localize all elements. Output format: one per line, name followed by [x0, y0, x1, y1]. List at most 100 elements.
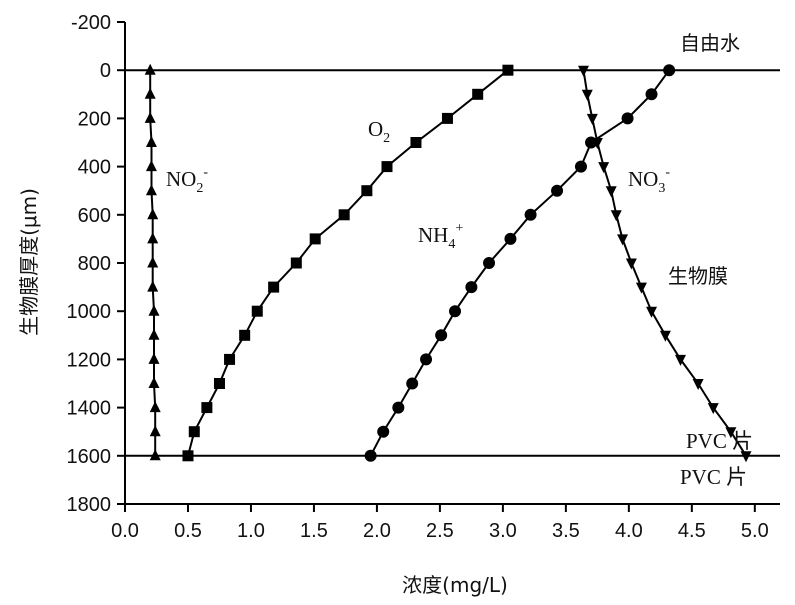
x-tick-label: 4.5 [678, 520, 706, 542]
series-label-no3: NO3- [628, 165, 670, 196]
data-point-square [472, 88, 484, 100]
data-point-triangle-up [145, 136, 157, 147]
series-nh4- [364, 64, 676, 462]
y-tick-label: 1200 [67, 349, 112, 371]
data-point-square [268, 281, 280, 293]
data-point-triangle-down [617, 234, 629, 246]
data-point-triangle-down [692, 379, 704, 390]
data-point-circle [551, 184, 564, 197]
data-point-triangle-up [148, 352, 160, 364]
x-tick-label: 1.5 [300, 520, 328, 542]
data-point-circle [504, 232, 517, 245]
data-point-triangle-up [149, 425, 161, 437]
data-point-square [361, 185, 373, 197]
x-tick-label: 5.0 [741, 520, 769, 542]
data-point-triangle-up [144, 111, 156, 123]
data-point-triangle-down [586, 113, 598, 125]
data-point-triangle-down [625, 258, 637, 270]
data-point-square [309, 233, 321, 245]
data-point-triangle-down [674, 354, 686, 366]
data-point-square [251, 305, 263, 317]
y-tick-label: 1000 [67, 301, 112, 323]
data-point-triangle-down [591, 138, 603, 149]
y-tick-label: 600 [78, 205, 111, 227]
data-point-triangle-down [581, 89, 593, 101]
data-point-circle [420, 353, 433, 366]
pvc-upper-label: PVC 片 [686, 429, 753, 453]
y-tick-label: 1800 [67, 494, 112, 516]
x-tick-label: 0.0 [111, 520, 139, 542]
series-line [369, 69, 671, 457]
reference-lines [125, 69, 780, 457]
data-point-triangle-up [147, 208, 159, 220]
data-point-triangle-up [148, 377, 160, 388]
data-point-triangle-up [149, 449, 161, 461]
data-point-square [502, 64, 514, 76]
y-tick-label: 800 [78, 253, 111, 275]
data-point-circle [524, 208, 537, 221]
data-point-circle [435, 329, 448, 342]
data-point-circle [483, 257, 496, 269]
data-point-triangle-up [145, 184, 157, 196]
series-line [582, 70, 747, 457]
data-point-triangle-down [659, 330, 671, 342]
data-point-circle [392, 401, 405, 414]
x-tick-label: 3.0 [489, 520, 517, 542]
data-point-square [201, 402, 213, 414]
data-point-triangle-down [740, 451, 752, 463]
data-point-circle [645, 88, 658, 101]
data-point-triangle-up [148, 304, 160, 316]
data-point-square [224, 353, 236, 365]
y-tick-label: 400 [78, 157, 111, 179]
x-tick-label: 2.0 [363, 520, 391, 542]
data-point-triangle-down [610, 210, 622, 222]
data-point-triangle-down [725, 427, 737, 439]
y-tick-label: 200 [78, 108, 111, 130]
data-point-circle [364, 449, 377, 462]
data-point-square [338, 209, 350, 221]
biofilm-label: 生物膜 [668, 264, 728, 288]
data-point-triangle-up [145, 160, 157, 172]
data-point-circle [574, 160, 587, 173]
x-tick-label: 2.5 [426, 520, 454, 542]
data-point-square [188, 426, 200, 438]
data-point-triangle-up [144, 63, 156, 75]
data-point-circle [377, 425, 390, 438]
data-point-triangle-up [149, 401, 161, 413]
free-water-label: 自由水 [680, 31, 740, 55]
data-point-square [239, 329, 251, 341]
axes: -200 0 200 400 600 800 1000 1200 1400 1600 1800 0.0… [67, 12, 780, 542]
data-point-circle [449, 305, 462, 318]
data-point-triangle-down [707, 403, 719, 415]
y-tick-label: -200 [71, 12, 111, 34]
data-point-triangle-down [605, 186, 617, 198]
y-tick-label: 1400 [67, 398, 112, 420]
data-point-triangle-up [148, 328, 160, 340]
data-point-square [381, 161, 393, 173]
series-line [187, 69, 509, 457]
data-point-triangle-down [598, 162, 610, 174]
data-point-circle [621, 112, 634, 125]
data-point-circle [663, 64, 676, 77]
series-o2 [182, 64, 514, 462]
data-point-triangle-down [635, 282, 647, 294]
data-point-triangle-up [147, 280, 159, 292]
x-tick-label: 3.5 [552, 520, 580, 542]
labels-layer: 浓度(mg/L) 生物膜厚度(μm) 自由水 生物膜 PVC 片 PVC 片 N… [17, 31, 753, 597]
series-layer [144, 63, 752, 463]
data-point-triangle-up [147, 232, 159, 244]
series-no2- [144, 63, 161, 461]
pvc-lower-label: PVC 片 [680, 465, 747, 489]
data-point-square [410, 137, 422, 148]
series-label-no2: NO2- [166, 165, 208, 196]
data-point-triangle-up [147, 256, 159, 268]
series-no3- [578, 65, 752, 463]
x-tick-label: 1.0 [237, 520, 265, 542]
data-point-circle [465, 281, 478, 294]
series-label-nh4: NH4+ [418, 221, 463, 252]
x-tick-label: 0.5 [174, 520, 202, 542]
data-point-circle [406, 377, 419, 390]
data-point-square [213, 378, 225, 389]
